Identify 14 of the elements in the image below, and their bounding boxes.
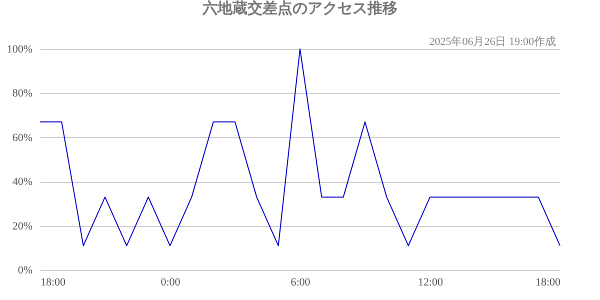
x-tick-label: 18:00 [535,276,561,288]
x-tick-label: 12:00 [418,276,444,288]
y-tick-label: 40% [12,176,32,188]
y-tick-label: 60% [12,132,32,144]
x-tick-label: 0:00 [160,276,181,288]
line-series [40,48,560,246]
y-tick-label: 20% [12,220,32,232]
chart-subtitle: 2025年06月26日 19:00作成 [429,35,556,48]
y-tick-label: 0% [18,264,32,276]
x-tick-label: 18:00 [40,276,66,288]
chart-title: 六地蔵交差点のアクセス推移 [202,0,398,17]
y-tick-label: 80% [12,88,32,100]
y-tick-label: 100% [6,44,32,56]
x-tick-label: 6:00 [290,276,311,288]
